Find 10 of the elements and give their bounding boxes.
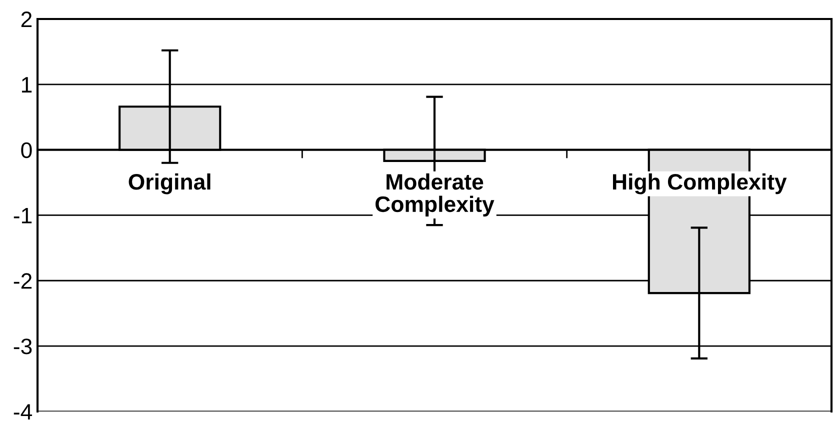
y-tick-label: -4 <box>14 404 32 420</box>
x-tick-label: High Complexity <box>613 173 787 194</box>
y-tick-label: -2 <box>14 273 32 289</box>
y-tick-label: -1 <box>14 208 32 224</box>
y-tick-label: -3 <box>14 338 32 354</box>
x-tick-label: Moderate Complexity <box>376 173 494 216</box>
x-tick-label: Original <box>128 173 210 194</box>
y-tick-label: 1 <box>22 77 32 92</box>
y-tick-label: 0 <box>21 142 32 158</box>
y-tick-label: 2 <box>21 12 32 28</box>
